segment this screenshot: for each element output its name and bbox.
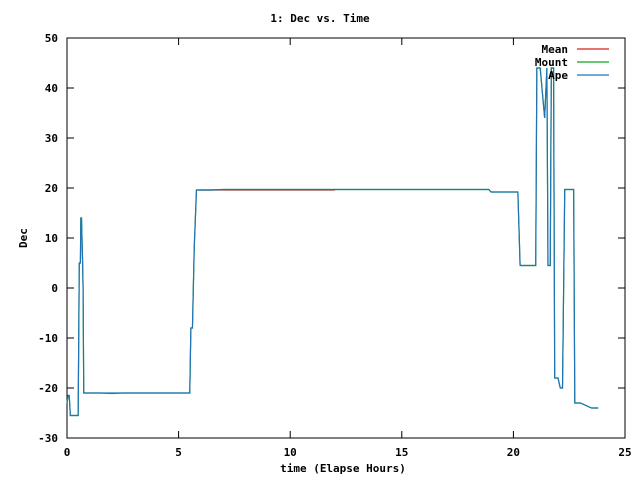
x-tick-label: 25 [618, 446, 631, 459]
y-tick-label: -10 [38, 332, 58, 345]
x-tick-label: 0 [64, 446, 71, 459]
y-tick-label: 20 [45, 182, 58, 195]
legend-label-mount: Mount [535, 56, 568, 69]
y-axis-ticks: -30 -20 -10 0 10 20 30 40 50 [38, 32, 625, 445]
y-tick-label: 30 [45, 132, 58, 145]
y-tick-label: 40 [45, 82, 58, 95]
y-axis-label: Dec [17, 228, 30, 248]
x-tick-label: 15 [395, 446, 408, 459]
series-mount-line [66, 67, 599, 417]
y-tick-label: 10 [45, 232, 58, 245]
x-axis-label: time (Elapse Hours) [280, 462, 406, 475]
chart-title: 1: Dec vs. Time [270, 12, 370, 25]
y-tick-label: -30 [38, 432, 58, 445]
plot-frame [66, 37, 626, 439]
x-tick-label: 5 [175, 446, 182, 459]
x-tick-label: 20 [507, 446, 520, 459]
x-axis-ticks: 0 5 10 15 20 25 [64, 38, 632, 459]
x-tick-label: 10 [284, 446, 297, 459]
y-tick-label: -20 [38, 382, 58, 395]
series-layer [66, 67, 599, 417]
y-tick-label: 0 [51, 282, 58, 295]
y-tick-label: 50 [45, 32, 58, 45]
series-ape-line [66, 67, 599, 417]
legend-label-ape: Ape [548, 69, 568, 82]
legend-label-mean: Mean [542, 43, 569, 56]
